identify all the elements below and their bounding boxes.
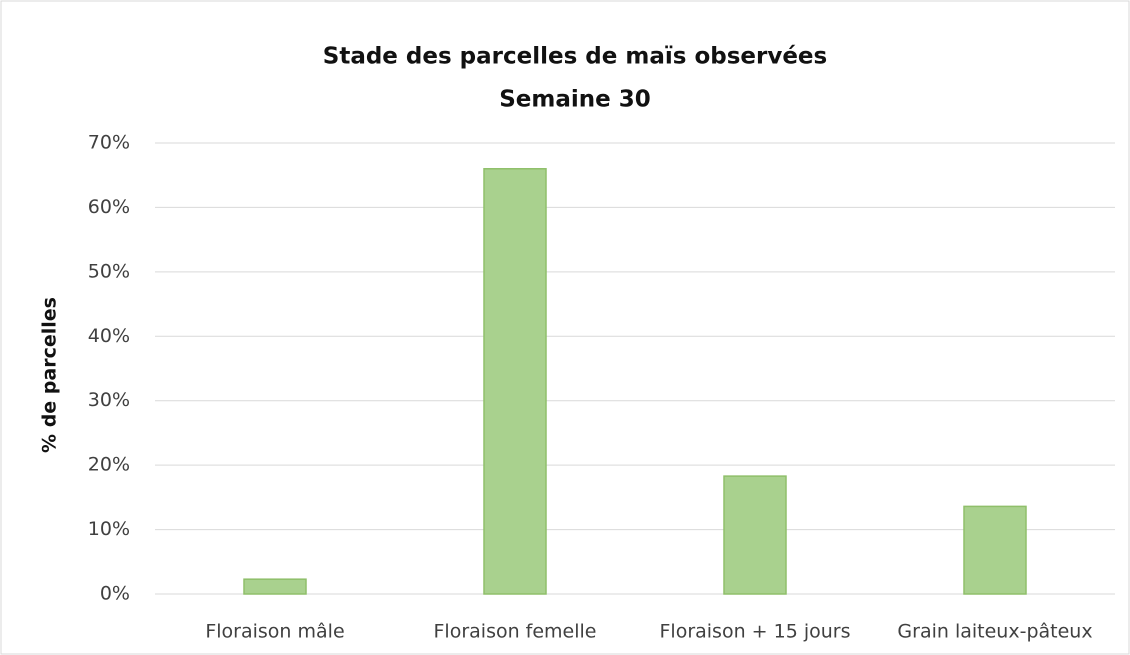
x-tick-label: Floraison + 15 jours — [659, 621, 850, 643]
y-tick-label: 20% — [88, 454, 130, 476]
bar — [723, 475, 787, 595]
x-tick-label: Floraison mâle — [205, 621, 344, 643]
y-tick-label: 10% — [88, 518, 130, 540]
x-tick-label: Grain laiteux-pâteux — [897, 621, 1092, 643]
bar — [963, 505, 1027, 595]
chart-title: Stade des parcelles de maïs observées — [323, 44, 827, 70]
y-tick-label: 60% — [88, 196, 130, 218]
y-tick-label: 40% — [88, 325, 130, 347]
chart-subtitle: Semaine 30 — [499, 87, 651, 113]
y-tick-label: 70% — [88, 132, 130, 154]
y-axis-label: % de parcelles — [39, 297, 61, 453]
y-tick-label: 0% — [100, 583, 130, 605]
bar — [243, 578, 307, 595]
bar — [483, 168, 547, 595]
y-tick-label: 50% — [88, 260, 130, 282]
y-tick-label: 30% — [88, 389, 130, 411]
x-tick-label: Floraison femelle — [434, 621, 597, 643]
